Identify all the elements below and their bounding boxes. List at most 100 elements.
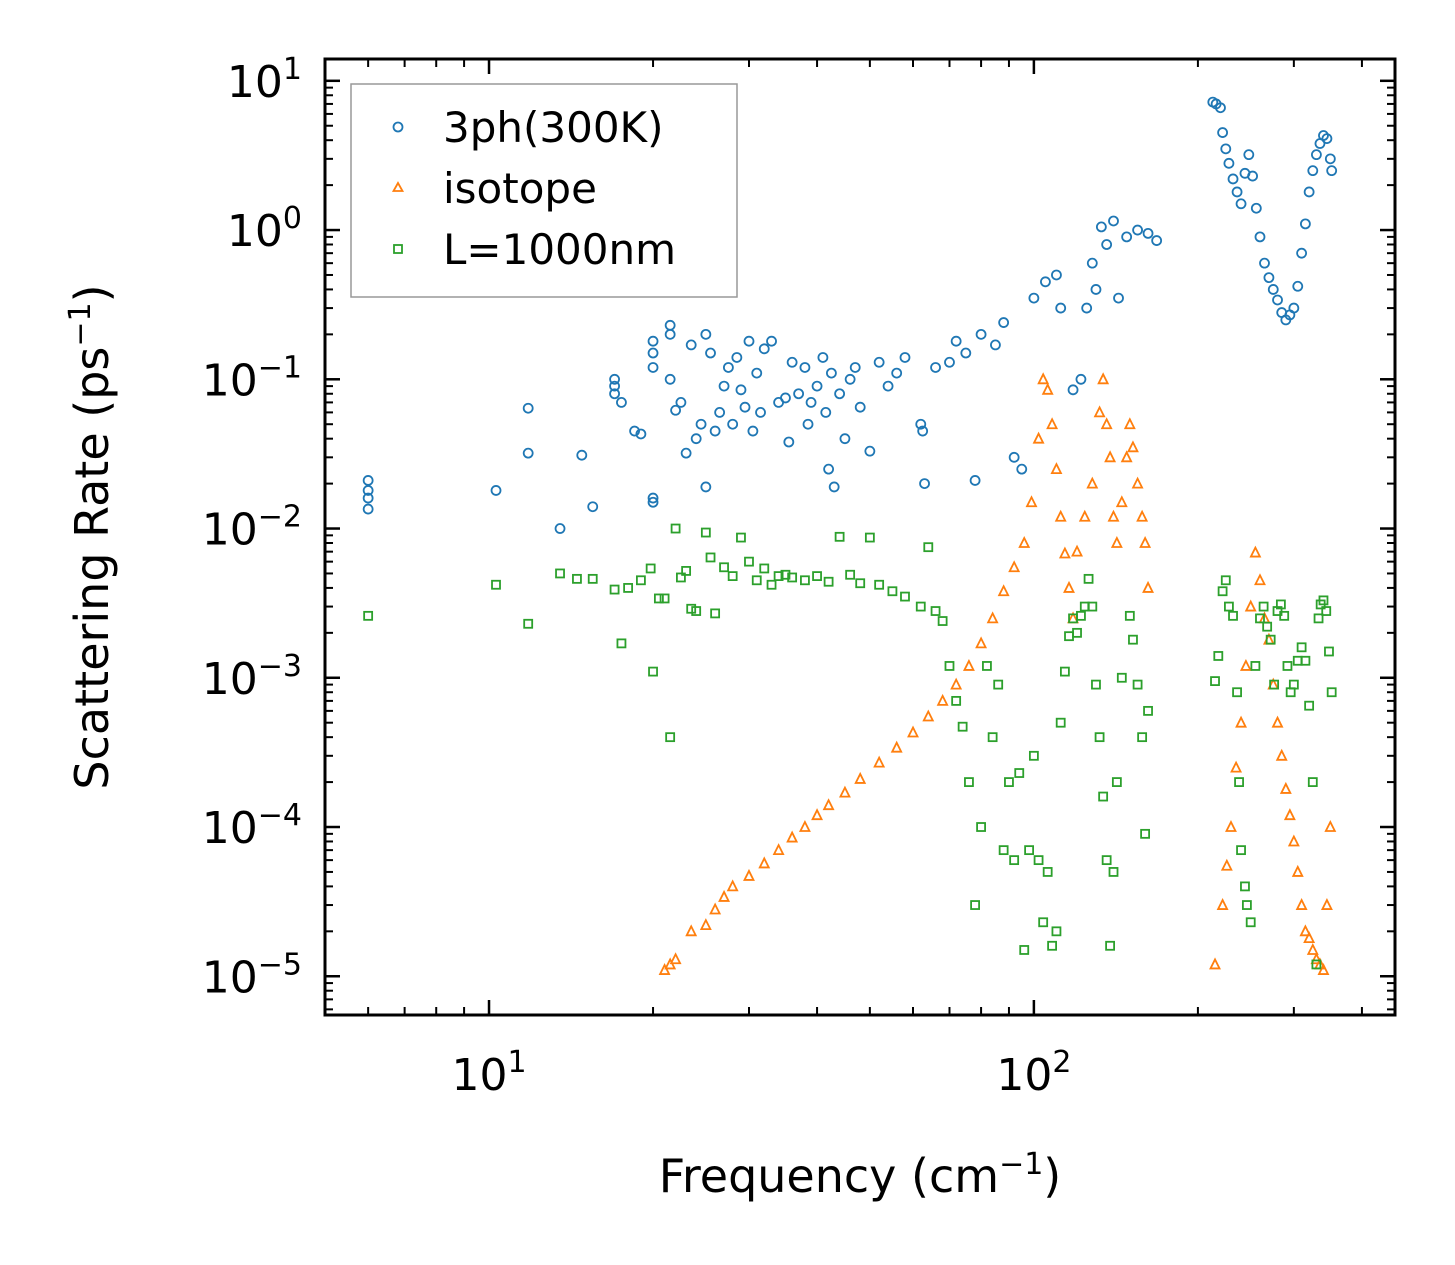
data-point [1244, 599, 1257, 612]
data-point [986, 611, 999, 624]
data-point [1306, 942, 1319, 955]
data-point [758, 343, 770, 355]
y-tick-label: 100 [227, 201, 302, 257]
data-point [700, 527, 711, 538]
data-point [1272, 294, 1283, 306]
data-point [1250, 202, 1262, 214]
data-point [975, 636, 988, 649]
data-point [1296, 642, 1307, 653]
data-point [812, 571, 822, 582]
data-point [1055, 717, 1066, 728]
data-point [555, 568, 565, 579]
data-point [772, 843, 785, 856]
data-point [1213, 651, 1224, 661]
data-point [982, 661, 992, 671]
data-point [976, 822, 986, 832]
data-point [1100, 417, 1113, 430]
data-point [1275, 748, 1288, 761]
legend-marker-triangle [391, 181, 405, 192]
data-point [1321, 606, 1332, 616]
data-point [1063, 580, 1075, 593]
data-point [1318, 595, 1329, 606]
data-point [629, 425, 640, 437]
data-point [1299, 924, 1312, 937]
data-point [1075, 373, 1087, 385]
y-tick-label: 101 [227, 52, 302, 108]
data-point [1072, 627, 1082, 638]
data-point [975, 328, 987, 340]
data-point [659, 593, 670, 604]
data-point [1313, 613, 1324, 624]
data-point [1235, 715, 1248, 728]
data-point [522, 402, 534, 414]
data-point [1269, 679, 1280, 690]
data-point [647, 335, 659, 347]
data-point [1283, 808, 1296, 821]
data-point [873, 755, 886, 768]
data-point [616, 397, 627, 408]
data-point [1097, 372, 1110, 385]
data-point [1067, 384, 1079, 396]
data-point [587, 573, 598, 584]
data-point [758, 856, 771, 869]
data-point [1240, 881, 1250, 892]
y-axis-title: Scattering Rate (ps−1) [63, 284, 119, 789]
data-point [1235, 198, 1247, 210]
data-point [817, 352, 829, 363]
data-point [969, 475, 981, 486]
data-point [1227, 173, 1239, 185]
data-point [699, 918, 712, 931]
x-tick-labels: 101 102 [451, 1045, 1071, 1101]
data-point [1292, 280, 1304, 292]
data-point [1265, 634, 1276, 645]
data-point [1225, 819, 1237, 832]
data-point [1288, 679, 1299, 690]
data-point [1028, 292, 1040, 304]
data-point [1111, 777, 1122, 787]
data-point [363, 610, 374, 621]
data-point [587, 501, 599, 513]
data-point [1263, 272, 1275, 284]
data-point [1223, 157, 1235, 169]
data-point [1249, 545, 1262, 558]
data-point [1078, 509, 1091, 522]
data-point [1254, 231, 1266, 243]
data-point [1216, 898, 1229, 910]
data-point [811, 808, 824, 821]
data-point [731, 352, 743, 363]
data-point [854, 771, 867, 784]
data-point [647, 496, 659, 508]
data-point [635, 428, 647, 440]
data-point [1115, 495, 1128, 508]
series-layer [362, 96, 1338, 975]
data-point [709, 425, 721, 437]
data-point [1131, 476, 1144, 489]
data-point [1116, 672, 1127, 683]
data-point [1136, 509, 1149, 522]
data-point [710, 608, 721, 619]
legend-label-isotope: isotope [443, 164, 597, 213]
data-point [1210, 676, 1220, 686]
data-point [1151, 235, 1163, 246]
data-point [993, 679, 1004, 690]
data-point [1307, 165, 1319, 177]
data-point [1310, 952, 1323, 965]
data-point [1014, 768, 1025, 778]
data-point [1295, 898, 1308, 910]
data-point [799, 362, 811, 373]
data-point [1217, 586, 1228, 597]
data-point [1279, 610, 1290, 621]
data-point [964, 777, 974, 787]
data-point [691, 606, 702, 616]
data-point [718, 380, 730, 392]
data-point [930, 606, 941, 616]
data-point [1142, 580, 1154, 593]
data-point [653, 593, 664, 604]
data-point [960, 347, 972, 359]
data-point [670, 404, 681, 416]
data-point [1291, 864, 1304, 877]
data-point [1028, 750, 1039, 761]
data-point [890, 740, 903, 753]
data-point [1105, 940, 1116, 951]
data-point [1303, 186, 1315, 198]
